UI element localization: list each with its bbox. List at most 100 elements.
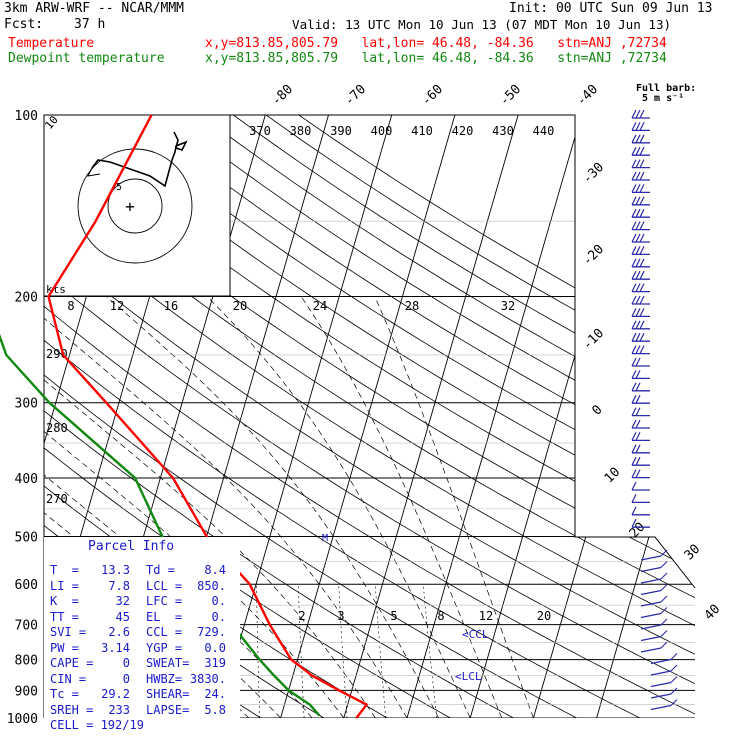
mark-m: M bbox=[322, 533, 328, 544]
wind-barb-tick-11-0 bbox=[631, 246, 637, 255]
wind-barb-tick-17-2 bbox=[639, 320, 645, 330]
parcel-b-8: SHEAR= bbox=[146, 687, 190, 701]
wind-barb-tick-14-1 bbox=[635, 283, 641, 292]
mix-upper-label-8: 8 bbox=[67, 299, 74, 313]
mix-lower-label-3: 3 bbox=[337, 609, 344, 623]
wind-barb-tick-14-0 bbox=[631, 283, 637, 292]
pressure-label-200: 200 bbox=[15, 291, 38, 306]
wind-barb-tick-25-0 bbox=[631, 419, 637, 429]
barb-note-units: 5 m s⁻¹ bbox=[642, 93, 685, 104]
mix-lower-label-8: 8 bbox=[437, 609, 444, 623]
hodograph-ring-outer bbox=[77, 148, 193, 264]
mix-lower-label-5: 5 bbox=[390, 609, 397, 623]
wind-barb-tick-30-0 bbox=[631, 481, 637, 491]
wind-barb-low-tick-11 bbox=[670, 676, 678, 683]
wind-barb-tick-20-1 bbox=[635, 357, 641, 367]
wind-barb-low-11 bbox=[650, 681, 672, 688]
parcel-av-9: 233 bbox=[108, 702, 130, 717]
isotherm-30 bbox=[469, 115, 645, 718]
wind-barb-tick-19-0 bbox=[631, 345, 637, 354]
wind-barb-low-12 bbox=[650, 693, 672, 699]
wind-barb-tick-28-1 bbox=[635, 456, 641, 466]
wind-barb-tick-11-2 bbox=[639, 246, 645, 255]
wind-barb-tick-13-0 bbox=[631, 270, 637, 280]
parcel-a-3: TT = bbox=[50, 609, 79, 624]
wind-barb-tick-23-0 bbox=[631, 394, 637, 404]
hodograph-trace bbox=[91, 131, 188, 188]
wind-barb-tick-10-0 bbox=[631, 233, 637, 243]
wind-barb-tick-2-0 bbox=[631, 134, 637, 144]
parcel-av-3: 45 bbox=[115, 609, 130, 624]
parcel-bv-2: 0. bbox=[211, 594, 226, 608]
parcel-a-5: PW = bbox=[50, 640, 79, 655]
wind-barb-tick-4-0 bbox=[631, 159, 637, 168]
pressure-label-700: 700 bbox=[15, 619, 38, 634]
dry-adiabat-230 bbox=[0, 115, 8, 718]
wind-barb-tick-27-1 bbox=[635, 444, 641, 454]
wind-barb-tick-5-0 bbox=[631, 171, 637, 181]
parcel-a-4: SVI = bbox=[50, 625, 87, 639]
parcel-a-8: Tc = bbox=[50, 687, 79, 701]
wind-barb-tick-19-2 bbox=[639, 345, 645, 354]
wind-barb-low-13 bbox=[650, 704, 672, 711]
parcel-av-4: 2.6 bbox=[108, 625, 130, 639]
wind-barb-tick-32-0 bbox=[631, 506, 637, 516]
parcel-a-0: T = bbox=[50, 563, 79, 577]
wind-barb-tick-31-0 bbox=[631, 494, 637, 503]
wind-barb-tick-10-1 bbox=[635, 233, 641, 243]
mixing-ratio-12 bbox=[374, 584, 387, 718]
dry-adiabat-440 bbox=[167, 115, 695, 718]
theta-label-400: 400 bbox=[371, 124, 393, 138]
mix-lower-label-12: 12 bbox=[479, 609, 493, 623]
model-title: 3km ARW-WRF -- NCAR/MMM bbox=[4, 1, 185, 16]
mix-upper-label-16: 16 bbox=[164, 299, 178, 313]
isotherm--70 bbox=[0, 115, 13, 718]
wind-barb-tick-17-1 bbox=[635, 320, 641, 330]
wind-barb-tick-23-1 bbox=[635, 394, 641, 404]
isotherm-10 bbox=[343, 115, 519, 718]
wind-barb-low-tick-8 bbox=[660, 641, 668, 649]
wind-barb-tick-17-0 bbox=[631, 320, 637, 330]
wind-barb-tick-18-0 bbox=[631, 332, 637, 342]
theta-label-370: 370 bbox=[249, 124, 271, 138]
theta-label-410: 410 bbox=[411, 124, 433, 138]
parcel-av-1: 7.8 bbox=[108, 578, 130, 593]
wind-barb-tick-27-0 bbox=[631, 444, 637, 454]
wind-barb-low-3 bbox=[640, 589, 662, 596]
mix-upper-label-12: 12 bbox=[110, 299, 124, 313]
parcel-bv-4: 729. bbox=[197, 625, 226, 639]
wind-barb-tick-9-1 bbox=[635, 221, 641, 230]
wind-barb-tick-2-1 bbox=[635, 134, 641, 144]
wind-barb-tick-1-0 bbox=[631, 122, 637, 131]
isotherm-50 bbox=[596, 115, 695, 718]
parcel-bv-1: 850. bbox=[197, 578, 226, 593]
mix-lower-label-20: 20 bbox=[537, 609, 551, 623]
isotherm-label-20: 20 bbox=[627, 520, 649, 542]
temperature-legend: Temperature bbox=[8, 36, 95, 51]
wind-barb-tick-1-2 bbox=[639, 122, 645, 131]
parcel-bv-8: 24. bbox=[204, 687, 226, 701]
dewpoint-legend: Dewpoint temperature bbox=[8, 51, 165, 66]
isotherm-label--10: -10 bbox=[580, 326, 607, 353]
parcel-a-7: CIN = bbox=[50, 671, 87, 686]
dewpoint-location: x,y=813.85,805.79 lat,lon= 46.48, -84.36… bbox=[205, 51, 667, 66]
hodograph-center-icon: + bbox=[125, 197, 135, 216]
parcel-info-box: Parcel Info T = 13.3 Td = 8.4 LI = 7.8 LCL = 85… bbox=[44, 537, 240, 735]
wind-barb-tick-10-2 bbox=[639, 233, 645, 243]
valid-time: Valid: 13 UTC Mon 10 Jun 13 (07 MDT Mon … bbox=[292, 17, 672, 32]
wind-barb-low-7 bbox=[640, 635, 662, 642]
moist-adiabat-15 bbox=[44, 296, 376, 718]
wind-barb-low-tick-9 bbox=[670, 653, 678, 660]
wind-barb-tick-29-0 bbox=[631, 469, 637, 478]
mix-upper-label-28: 28 bbox=[405, 299, 419, 313]
mixing-ratio-5 bbox=[297, 584, 305, 718]
wind-barb-tick-15-1 bbox=[635, 295, 641, 305]
mark-lcl: <LCL bbox=[455, 670, 482, 683]
wind-barb-tick-19-1 bbox=[635, 345, 641, 354]
wind-barb-tick-0-0 bbox=[631, 109, 637, 119]
wind-barb-tick-3-2 bbox=[639, 146, 645, 156]
theta-label-380: 380 bbox=[290, 124, 312, 138]
wind-barb-tick-4-2 bbox=[639, 159, 645, 168]
mixing-ratio-3 bbox=[256, 584, 261, 718]
